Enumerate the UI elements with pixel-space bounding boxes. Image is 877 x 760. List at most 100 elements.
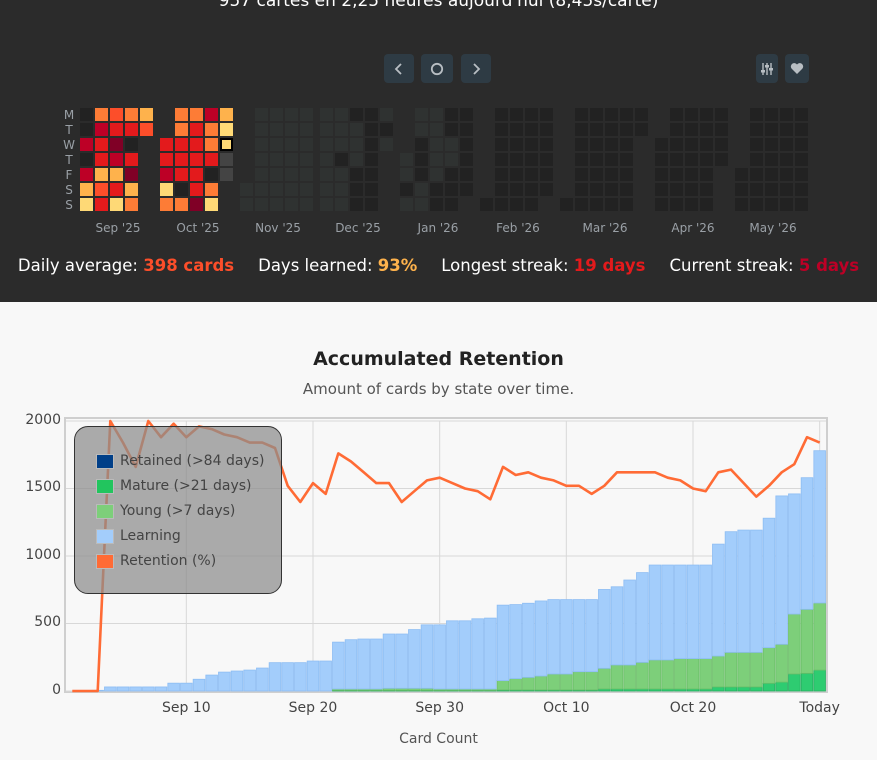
- heatmap-cell[interactable]: [335, 168, 348, 181]
- heatmap-cell[interactable]: [670, 108, 683, 121]
- heatmap-cell[interactable]: [495, 183, 508, 196]
- heatmap-cell[interactable]: [205, 108, 218, 121]
- heatmap-cell[interactable]: [780, 198, 793, 211]
- heatmap-cell[interactable]: [220, 108, 233, 121]
- heatmap-cell[interactable]: [190, 108, 203, 121]
- heatmap-cell[interactable]: [190, 168, 203, 181]
- heatmap-cell[interactable]: [220, 123, 233, 136]
- heatmap-cell[interactable]: [795, 108, 808, 121]
- heatmap-cell[interactable]: [635, 123, 648, 136]
- heatmap-cell[interactable]: [400, 183, 413, 196]
- heatmap-cell[interactable]: [510, 108, 523, 121]
- heatmap-cell[interactable]: [590, 138, 603, 151]
- heatmap-cell[interactable]: [335, 123, 348, 136]
- heatmap-cell[interactable]: [110, 123, 123, 136]
- legend-item-retention[interactable]: Retention (%): [96, 553, 216, 569]
- heatmap-cell[interactable]: [300, 168, 313, 181]
- heatmap-cell[interactable]: [175, 138, 188, 151]
- heatmap-cell[interactable]: [160, 138, 173, 151]
- heatmap-cell[interactable]: [510, 168, 523, 181]
- heatmap-cell[interactable]: [365, 198, 378, 211]
- heatmap-cell[interactable]: [685, 198, 698, 211]
- heatmap-cell[interactable]: [320, 123, 333, 136]
- heatmap-cell[interactable]: [460, 138, 473, 151]
- legend-item-young[interactable]: Young (>7 days): [96, 503, 235, 519]
- heatmap-cell-today[interactable]: [220, 138, 233, 151]
- heatmap-cell[interactable]: [540, 153, 553, 166]
- heatmap-cell[interactable]: [270, 183, 283, 196]
- heatmap-cell[interactable]: [175, 123, 188, 136]
- heatmap-cell[interactable]: [270, 108, 283, 121]
- heatmap-cell[interactable]: [80, 123, 93, 136]
- heatmap-cell[interactable]: [795, 198, 808, 211]
- heatmap-cell[interactable]: [95, 153, 108, 166]
- heatmap-cell[interactable]: [255, 183, 268, 196]
- heatmap-cell[interactable]: [415, 153, 428, 166]
- heatmap-cell[interactable]: [540, 168, 553, 181]
- heatmap-cell[interactable]: [140, 108, 153, 121]
- heatmap-cell[interactable]: [110, 138, 123, 151]
- heatmap-cell[interactable]: [270, 153, 283, 166]
- heatmap-cell[interactable]: [575, 168, 588, 181]
- heatmap-cell[interactable]: [750, 108, 763, 121]
- heatmap-cell[interactable]: [540, 108, 553, 121]
- heatmap-cell[interactable]: [205, 168, 218, 181]
- heatmap-cell[interactable]: [765, 138, 778, 151]
- heatmap-cell[interactable]: [445, 168, 458, 181]
- heatmap-cell[interactable]: [205, 153, 218, 166]
- heatmap-cell[interactable]: [190, 198, 203, 211]
- heatmap-cell[interactable]: [270, 198, 283, 211]
- heatmap-cell[interactable]: [560, 198, 573, 211]
- heatmap-cell[interactable]: [320, 168, 333, 181]
- heatmap-cell[interactable]: [540, 183, 553, 196]
- legend-item-learning[interactable]: Learning: [96, 528, 181, 544]
- heatmap-cell[interactable]: [765, 198, 778, 211]
- heatmap-cell[interactable]: [80, 108, 93, 121]
- heatmap-cell[interactable]: [655, 153, 668, 166]
- heatmap-cell[interactable]: [270, 123, 283, 136]
- heatmap-cell[interactable]: [80, 168, 93, 181]
- heatmap-cell[interactable]: [380, 108, 393, 121]
- heatmap-cell[interactable]: [780, 108, 793, 121]
- heatmap-cell[interactable]: [685, 138, 698, 151]
- legend-item-mature[interactable]: Mature (>21 days): [96, 478, 252, 494]
- heatmap-cell[interactable]: [510, 153, 523, 166]
- heatmap-cell[interactable]: [525, 138, 538, 151]
- heatmap-cell[interactable]: [780, 183, 793, 196]
- heatmap-cell[interactable]: [685, 108, 698, 121]
- heatmap-cell[interactable]: [350, 153, 363, 166]
- heatmap-cell[interactable]: [620, 183, 633, 196]
- next-year-button[interactable]: [461, 54, 491, 83]
- heatmap-cell[interactable]: [95, 198, 108, 211]
- heatmap-cell[interactable]: [320, 153, 333, 166]
- heatmap-cell[interactable]: [460, 183, 473, 196]
- heatmap-cell[interactable]: [320, 183, 333, 196]
- heatmap-cell[interactable]: [735, 198, 748, 211]
- heatmap-cell[interactable]: [80, 183, 93, 196]
- heatmap-cell[interactable]: [525, 183, 538, 196]
- heatmap-cell[interactable]: [540, 138, 553, 151]
- heatmap-cell[interactable]: [415, 183, 428, 196]
- heatmap-cell[interactable]: [255, 198, 268, 211]
- heatmap-cell[interactable]: [670, 183, 683, 196]
- heatmap-cell[interactable]: [125, 183, 138, 196]
- heatmap-cell[interactable]: [285, 123, 298, 136]
- heatmap-cell[interactable]: [495, 198, 508, 211]
- heatmap-cell[interactable]: [445, 108, 458, 121]
- heatmap-cell[interactable]: [765, 153, 778, 166]
- heatmap-cell[interactable]: [125, 123, 138, 136]
- heatmap-cell[interactable]: [80, 153, 93, 166]
- heatmap-cell[interactable]: [175, 108, 188, 121]
- heatmap-cell[interactable]: [700, 183, 713, 196]
- heatmap-cell[interactable]: [670, 198, 683, 211]
- heatmap-cell[interactable]: [715, 153, 728, 166]
- heatmap-cell[interactable]: [255, 153, 268, 166]
- heatmap-cell[interactable]: [715, 138, 728, 151]
- heatmap-cell[interactable]: [445, 198, 458, 211]
- heatmap-cell[interactable]: [655, 198, 668, 211]
- heatmap-cell[interactable]: [635, 108, 648, 121]
- heatmap-cell[interactable]: [715, 108, 728, 121]
- heatmap-cell[interactable]: [655, 138, 668, 151]
- heatmap-cell[interactable]: [620, 168, 633, 181]
- heatmap-cell[interactable]: [220, 153, 233, 166]
